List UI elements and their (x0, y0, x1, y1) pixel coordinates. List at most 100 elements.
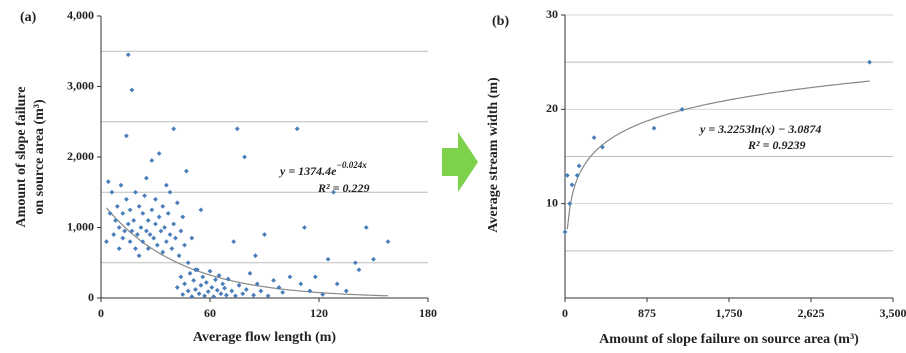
equation-exponent: −0.024x (337, 160, 368, 170)
data-point (371, 256, 376, 262)
data-point (198, 282, 204, 288)
data-point (149, 207, 155, 213)
data-point (173, 235, 178, 241)
data-point (160, 203, 166, 209)
data-point (185, 260, 191, 266)
x-tick-label: 2,625 (798, 306, 825, 320)
data-point (136, 203, 142, 209)
y-axis-label: Amount of slope failure (14, 87, 29, 228)
data-point (156, 214, 162, 220)
data-point (207, 268, 213, 274)
data-point (334, 281, 340, 287)
data-point (165, 211, 171, 216)
x-tick-label: 0 (98, 306, 104, 320)
data-point (140, 239, 146, 244)
data-point (145, 246, 151, 252)
y-tick-label: 0 (88, 290, 94, 304)
data-point (114, 203, 120, 209)
data-point (151, 235, 157, 241)
data-point (153, 196, 158, 202)
data-point (385, 239, 391, 244)
data-point (205, 289, 211, 295)
data-point (107, 211, 113, 216)
x-tick-label: 0 (562, 306, 568, 320)
data-point (120, 235, 126, 241)
data-point (247, 270, 253, 276)
data-point (120, 211, 126, 216)
y-axis-label: Average stream width (m) (486, 77, 501, 233)
data-point (223, 292, 229, 298)
y-axis-label: on source area (m³) (32, 99, 47, 215)
data-point (679, 106, 685, 112)
data-point (109, 189, 115, 195)
data-point (196, 291, 202, 297)
data-point (253, 253, 258, 259)
data-point (209, 285, 215, 290)
trend-equation: y = 1374.4e−0.024x (278, 160, 367, 178)
data-point (302, 225, 307, 230)
data-point (174, 285, 180, 290)
x-tick-label: 180 (419, 306, 437, 320)
data-point (233, 293, 238, 299)
data-point (294, 126, 300, 132)
data-point (122, 228, 128, 234)
data-point (222, 285, 227, 291)
data-point (262, 232, 267, 237)
data-point (164, 239, 169, 244)
data-point (140, 211, 146, 216)
data-point (576, 163, 582, 169)
data-point (307, 288, 313, 294)
r-squared: R² = 0.229 (317, 181, 369, 195)
data-point (187, 270, 193, 276)
x-tick-label: 120 (310, 306, 328, 320)
data-point (113, 218, 118, 223)
data-point (343, 288, 349, 294)
y-tick-label: 10 (546, 195, 558, 209)
equation-text: y = 3.2253ln(x) − 3.0874 (698, 122, 821, 136)
data-point (144, 175, 149, 181)
data-point (138, 225, 144, 230)
data-point (171, 126, 177, 132)
data-point (134, 232, 140, 237)
data-point (167, 232, 173, 237)
data-point (356, 267, 362, 273)
data-point (325, 256, 331, 262)
data-point (182, 281, 187, 287)
data-point (867, 59, 872, 65)
data-point (147, 232, 153, 237)
data-point (136, 253, 142, 259)
data-point (116, 246, 122, 252)
data-point (145, 218, 151, 223)
trend-line (566, 80, 870, 230)
data-point (271, 277, 276, 283)
data-point (162, 225, 167, 230)
data-point (125, 52, 131, 58)
x-tick-label: 1,750 (716, 306, 743, 320)
data-point (276, 285, 282, 290)
data-point (258, 288, 264, 294)
data-point (352, 260, 358, 266)
data-point (200, 274, 206, 280)
data-point (600, 144, 605, 150)
data-point (154, 242, 160, 248)
data-point (194, 267, 200, 273)
data-point (243, 287, 249, 292)
data-point (287, 274, 293, 280)
x-tick-label: 60 (204, 306, 216, 320)
chart-title: (b) (492, 14, 509, 29)
data-point (167, 189, 173, 195)
data-point (234, 126, 240, 132)
data-point (178, 274, 184, 280)
y-tick-label: 2,000 (67, 149, 94, 163)
data-point (156, 151, 162, 156)
data-point (213, 277, 218, 283)
data-point (569, 182, 575, 188)
data-point (111, 232, 117, 237)
data-point (251, 292, 256, 298)
data-point (129, 228, 135, 234)
data-point (231, 239, 237, 244)
data-point (124, 196, 129, 202)
chart-title: (a) (20, 10, 37, 25)
data-point (265, 293, 271, 299)
